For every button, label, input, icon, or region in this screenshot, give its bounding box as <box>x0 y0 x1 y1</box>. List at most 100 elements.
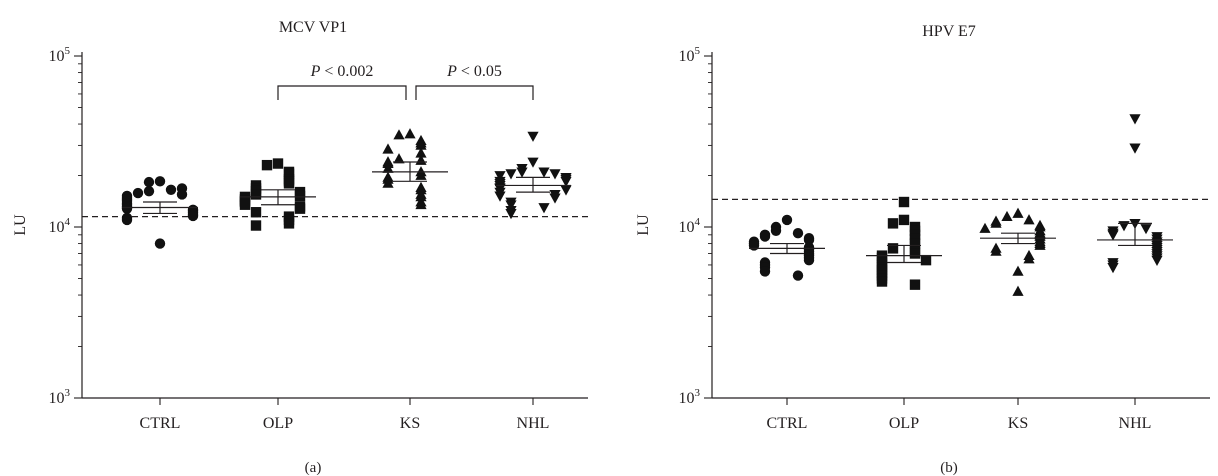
x-tick-label: CTRL <box>140 415 181 432</box>
series-group <box>1097 114 1173 274</box>
y-tick-label: 104 <box>49 216 71 236</box>
data-point-circle <box>792 227 804 239</box>
data-point-triangle-down <box>494 191 506 202</box>
data-point-circle <box>759 266 771 277</box>
data-point-square <box>294 190 306 202</box>
data-point-triangle-down <box>1107 230 1119 241</box>
data-point-triangle-up <box>382 162 394 173</box>
data-point-square <box>250 207 262 218</box>
data-point-triangle-up <box>1012 207 1024 218</box>
data-point-triangle-down <box>505 209 517 220</box>
data-point-square <box>920 254 932 266</box>
data-point-circle <box>154 176 166 187</box>
data-point-triangle-down <box>1140 224 1152 235</box>
panel-label: (b) <box>940 460 958 476</box>
chart-title: MCV VP1 <box>279 19 347 36</box>
data-point-circle <box>781 214 793 226</box>
data-point-circle <box>132 187 144 199</box>
data-point-square <box>887 218 899 229</box>
x-tick-label: CTRL <box>767 415 808 432</box>
x-tick-label: OLP <box>263 415 293 432</box>
data-point-triangle-down <box>549 193 561 204</box>
data-point-triangle-up <box>415 191 427 202</box>
data-point-triangle-down <box>538 167 550 178</box>
data-point-square <box>283 218 295 229</box>
significance-bracket: P < 0.002 <box>277 63 407 100</box>
data-point-triangle-up <box>415 169 427 180</box>
y-tick-label: 105 <box>679 45 701 65</box>
data-point-square <box>272 158 284 169</box>
panel-a-chart: MCV VP1 LU (a) 103 104 105 CTRL OLP KS NHL P < … <box>12 19 588 476</box>
data-point-triangle-down <box>1118 221 1130 232</box>
panel-label: (a) <box>305 460 322 476</box>
y-tick-label: 103 <box>49 387 71 407</box>
series-group <box>979 207 1056 296</box>
data-point-triangle-down <box>494 171 506 182</box>
data-point-triangle-up <box>415 198 427 210</box>
data-point-triangle-down <box>1129 143 1141 154</box>
data-point-square <box>909 248 921 259</box>
x-tick-label: OLP <box>889 415 919 432</box>
data-point-square <box>887 243 899 254</box>
y-axis-label: LU <box>12 214 29 236</box>
panel-b-chart: HPV E7 LU (b) 103 104 105 CTRL OLP KS NHL <box>635 23 1210 476</box>
series-group <box>372 128 448 210</box>
data-point-triangle-down <box>505 169 517 180</box>
data-point-triangle-down <box>1129 114 1141 125</box>
data-point-circle <box>143 176 155 188</box>
significance-bracket: P < 0.05 <box>415 63 534 100</box>
data-point-square <box>250 220 262 231</box>
data-point-circle <box>803 234 815 246</box>
data-point-circle <box>770 225 782 237</box>
data-point-square <box>239 199 251 210</box>
chart-title: HPV E7 <box>922 23 976 40</box>
series-group <box>866 196 942 290</box>
data-point-square <box>909 279 921 290</box>
y-tick-label: 103 <box>679 387 701 407</box>
data-point-triangle-up <box>382 143 394 154</box>
data-point-triangle-up <box>415 147 427 158</box>
y-tick-label: 105 <box>49 45 71 65</box>
data-point-triangle-up <box>382 177 394 188</box>
data-point-square <box>283 168 295 179</box>
data-point-circle <box>792 270 804 281</box>
series-group <box>121 176 199 249</box>
data-point-square <box>250 189 262 200</box>
data-point-square <box>909 238 921 249</box>
data-point-square <box>283 178 295 189</box>
data-point-triangle-down <box>538 203 550 214</box>
data-point-triangle-down <box>1107 263 1119 274</box>
data-point-circle <box>121 214 133 226</box>
data-point-triangle-up <box>415 139 427 150</box>
data-point-triangle-down <box>516 167 528 178</box>
data-point-circle <box>748 240 760 251</box>
data-point-square <box>898 196 910 208</box>
data-point-circle <box>143 185 155 197</box>
series-group <box>239 158 316 231</box>
y-tick-label: 104 <box>679 216 701 236</box>
data-point-circle <box>121 203 133 214</box>
data-point-triangle-up <box>990 217 1002 228</box>
data-point-triangle-up <box>1012 285 1024 296</box>
data-point-square <box>261 159 273 171</box>
p-value-label: P < 0.05 <box>446 63 502 80</box>
x-tick-label: KS <box>1008 415 1028 432</box>
p-value-label: P < 0.002 <box>310 63 374 80</box>
series-group <box>494 131 572 220</box>
data-point-triangle-down <box>527 157 539 168</box>
x-tick-label: NHL <box>517 415 550 432</box>
data-point-triangle-up <box>1034 239 1046 250</box>
data-point-triangle-up <box>393 153 405 164</box>
data-point-square <box>294 203 306 214</box>
data-point-circle <box>176 189 188 200</box>
x-tick-label: KS <box>400 415 420 432</box>
bracket-line <box>415 85 534 100</box>
data-point-circle <box>154 238 166 249</box>
data-point-circle <box>165 184 177 196</box>
data-point-triangle-up <box>393 129 405 140</box>
data-point-square <box>876 276 888 287</box>
data-point-triangle-up <box>1023 253 1035 264</box>
data-point-triangle-up <box>404 128 416 139</box>
data-point-triangle-down <box>505 200 517 211</box>
